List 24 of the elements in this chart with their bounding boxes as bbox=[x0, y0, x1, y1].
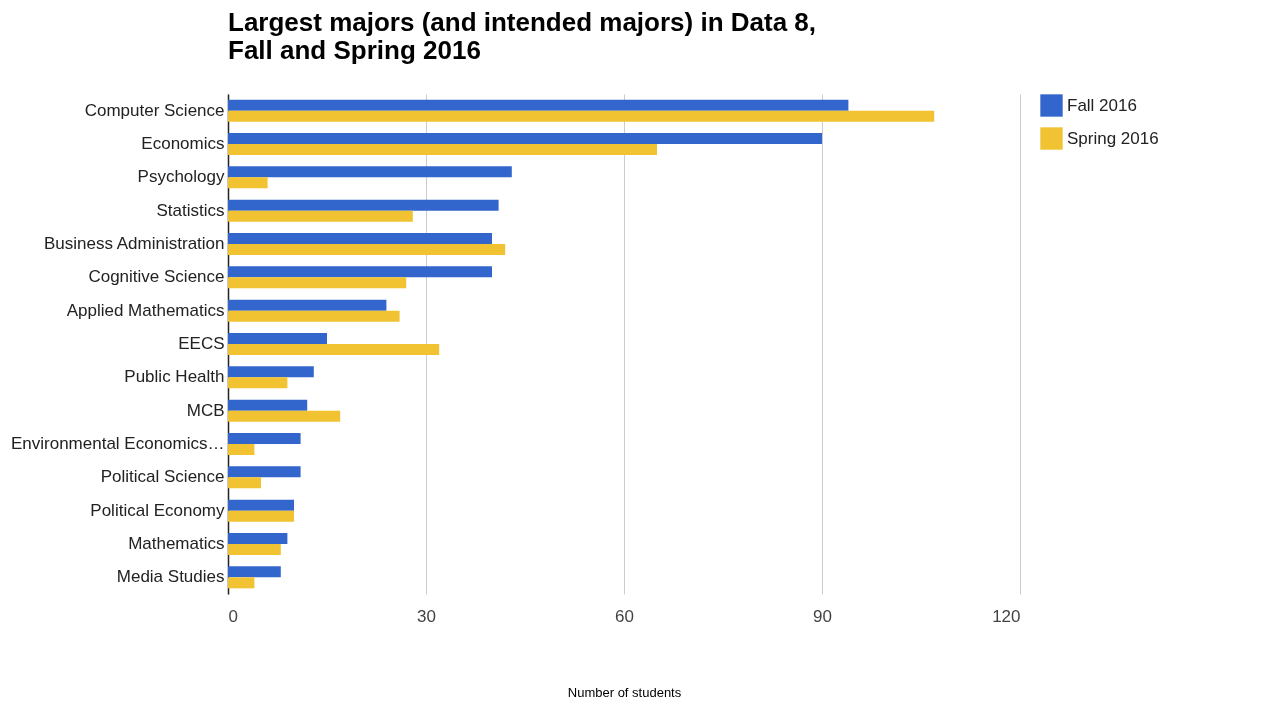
y-tick-label: Environmental Economics… bbox=[10, 434, 225, 453]
legend-label: Spring 2016 bbox=[1067, 128, 1159, 148]
y-tick-label: Mathematics bbox=[128, 534, 225, 553]
y-tick-label: MCB bbox=[186, 400, 225, 420]
x-tick-label: 0 bbox=[228, 606, 238, 626]
y-tick-label: Psychology bbox=[137, 167, 225, 187]
y-tick-label: Media Studies bbox=[116, 567, 225, 587]
y-tick-label: Business Administration bbox=[44, 234, 225, 253]
y-tick-label: Applied Mathematics bbox=[66, 300, 225, 320]
y-tick-label: Cognitive Science bbox=[88, 267, 225, 287]
x-tick-label: 120 bbox=[992, 606, 1021, 626]
x-tick-label: 90 bbox=[813, 606, 832, 626]
y-tick-label: Political Science bbox=[100, 467, 225, 487]
x-tick-label: 30 bbox=[417, 606, 436, 626]
y-tick-label: Economics bbox=[141, 134, 225, 153]
y-tick-label: Computer Science bbox=[84, 100, 225, 120]
y-tick-label: Political Economy bbox=[90, 500, 225, 520]
y-tick-label: Public Health bbox=[124, 367, 225, 387]
y-tick-label: EECS bbox=[178, 334, 225, 353]
legend-label: Fall 2016 bbox=[1067, 95, 1137, 115]
y-tick-label: Statistics bbox=[156, 200, 225, 220]
x-axis-title: Number of students bbox=[567, 684, 682, 700]
x-tick-label: 60 bbox=[615, 606, 634, 626]
chart-title: Largest majors (and intended majors) in Data 8, Fall and Spring 2016 bbox=[228, 7, 817, 65]
